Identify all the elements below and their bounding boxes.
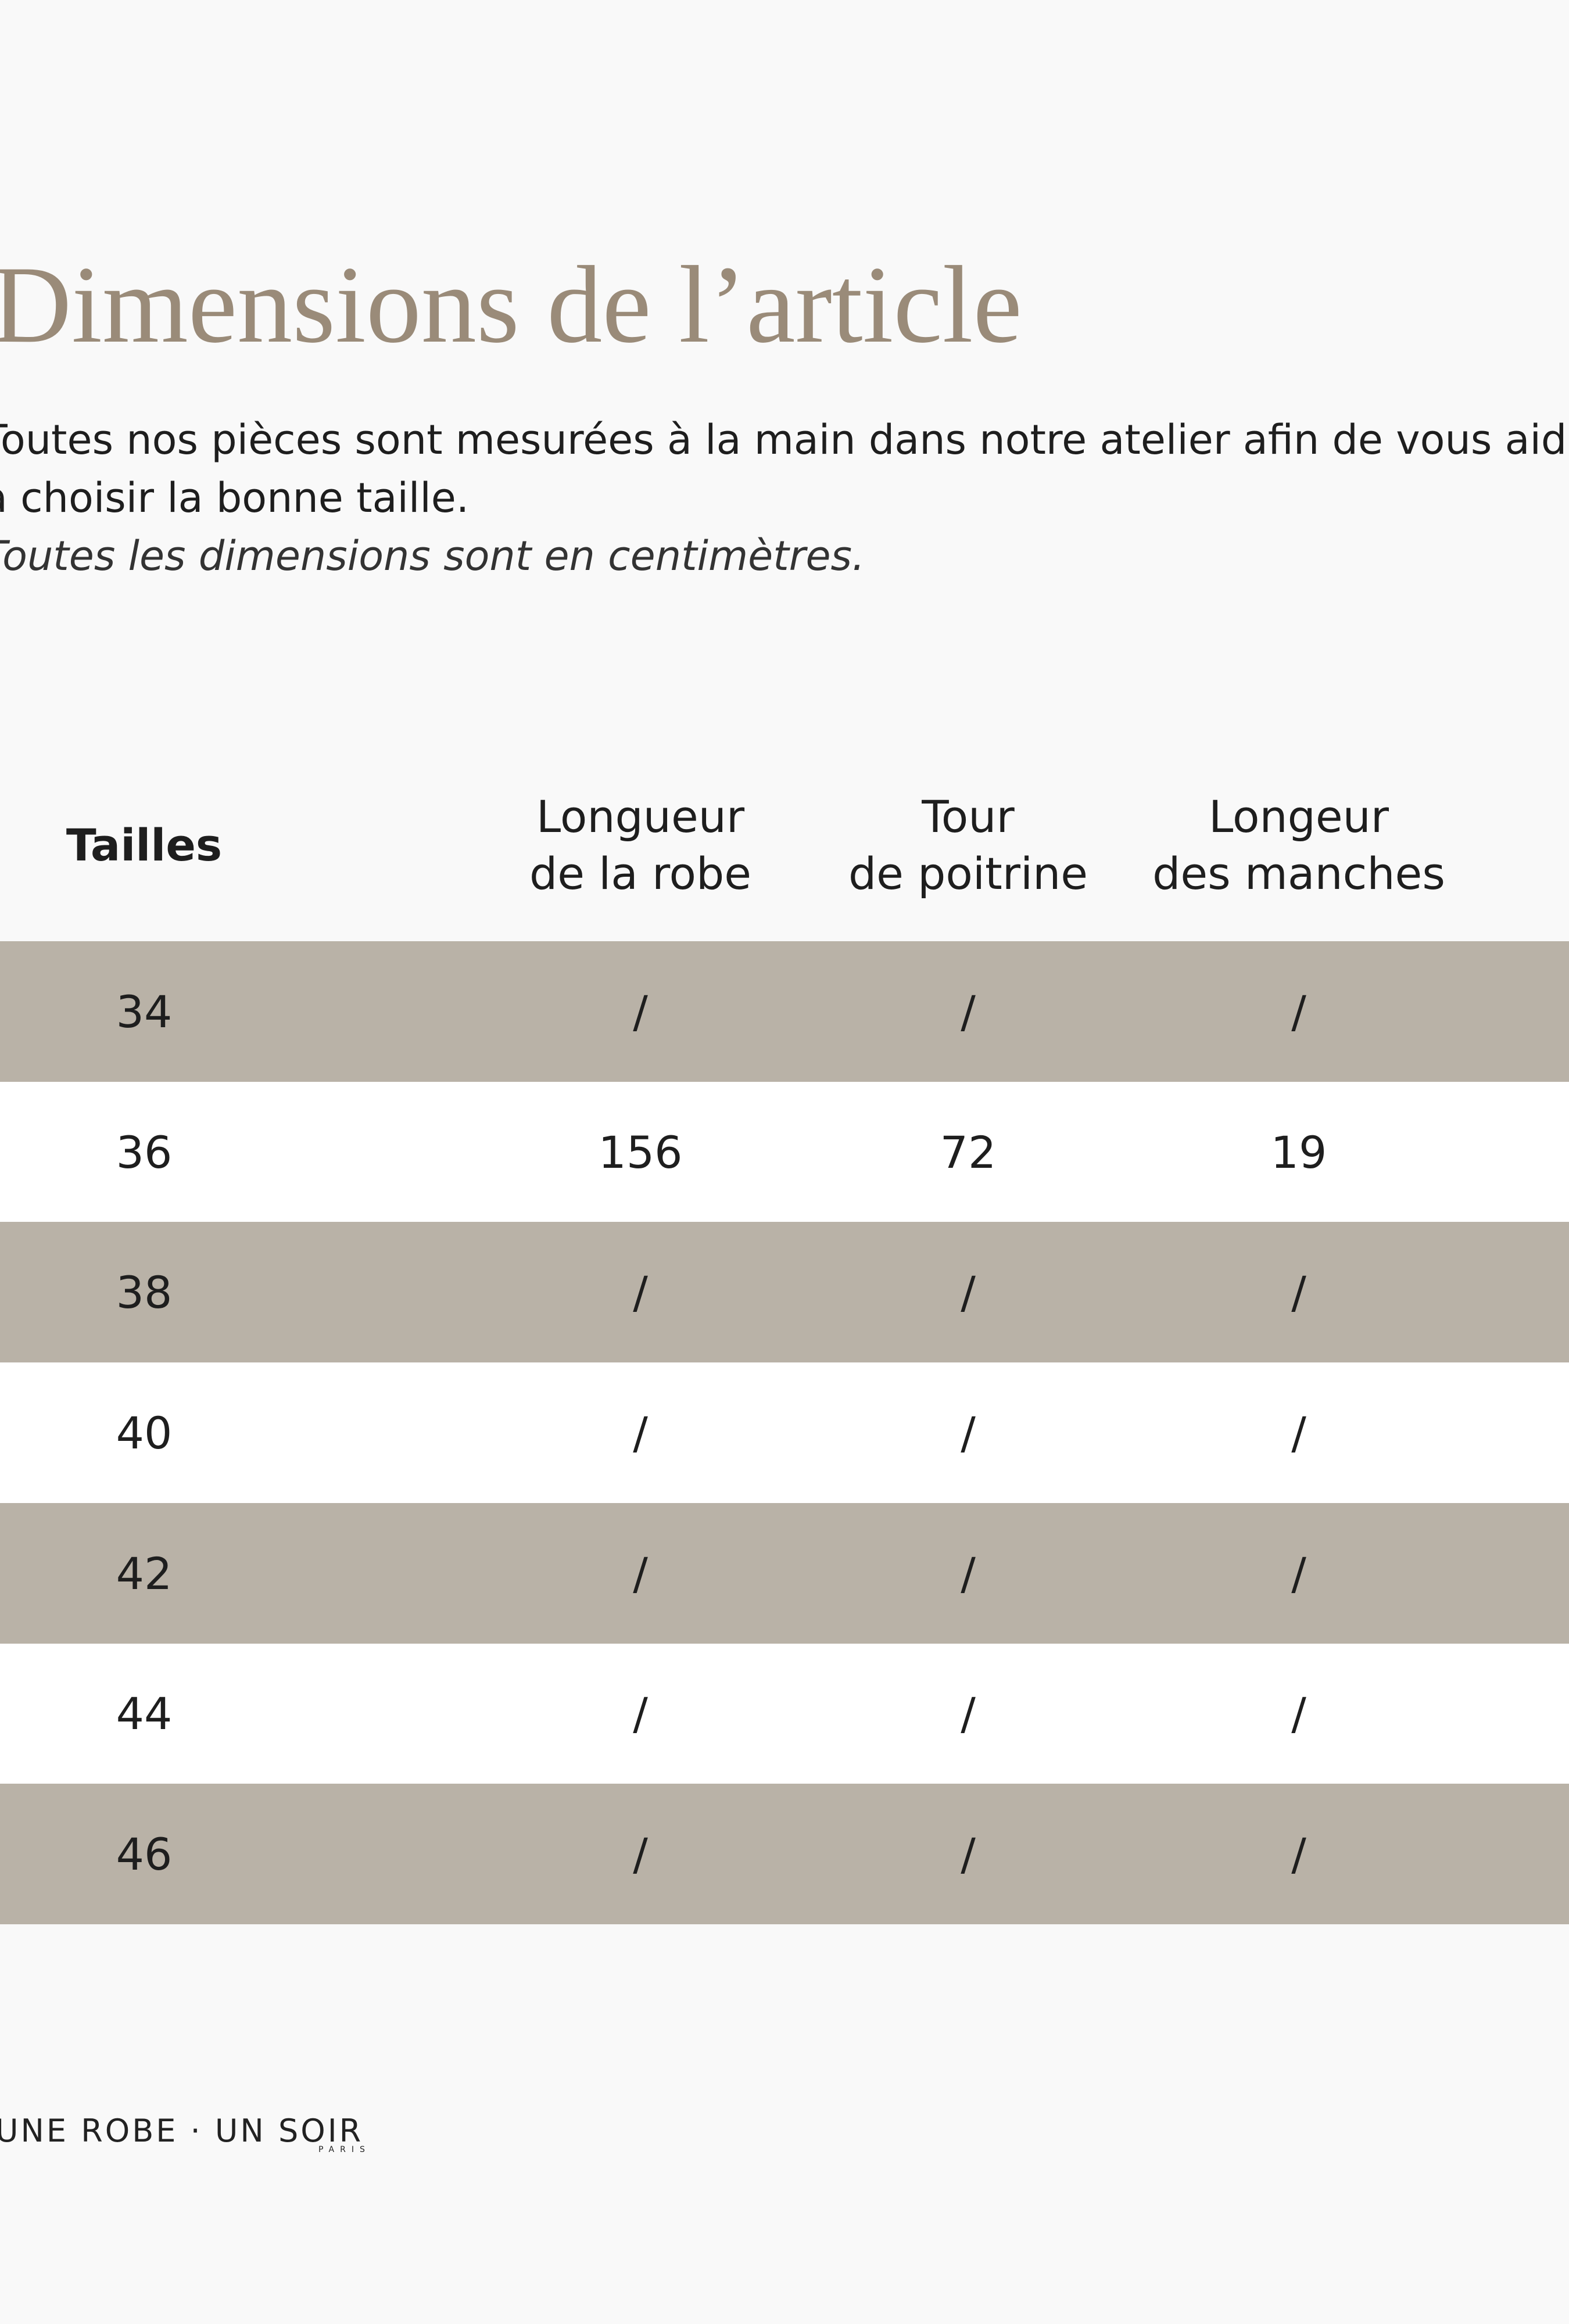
measure-cell: / xyxy=(1291,1407,1306,1459)
size-cell: 38 xyxy=(116,1267,173,1319)
size-cell: 44 xyxy=(116,1688,173,1740)
column-header: Longueur xyxy=(536,791,745,842)
table-row xyxy=(0,1222,1569,1363)
measure-cell: / xyxy=(633,1267,648,1319)
intro-line: à choisir la bonne taille. xyxy=(0,474,470,522)
table-row xyxy=(0,941,1569,1082)
measure-cell: / xyxy=(1291,1267,1306,1319)
column-header: Longeur xyxy=(1208,791,1389,842)
intro-note: Toutes les dimensions sont en centimètre… xyxy=(0,532,865,580)
table-row xyxy=(0,1643,1569,1784)
table-row xyxy=(0,1784,1569,1925)
measure-cell: / xyxy=(1291,1688,1306,1740)
measure-cell: / xyxy=(961,1407,976,1459)
column-header: Tour xyxy=(922,791,1015,842)
measure-cell: / xyxy=(961,1688,976,1740)
size-cell: 46 xyxy=(116,1828,173,1881)
table-row xyxy=(0,1502,1569,1644)
table-row xyxy=(0,1362,1569,1504)
measure-cell: / xyxy=(961,985,976,1038)
measure-cell: / xyxy=(633,1547,648,1599)
intro-line: Toutes nos pièces sont mesurées à la mai… xyxy=(0,416,1569,464)
brand-logo: UNE ROBE · UN SOIR xyxy=(0,2113,364,2149)
measure-cell: / xyxy=(1291,1547,1306,1599)
column-header: de poitrine xyxy=(848,848,1088,899)
measure-cell: 156 xyxy=(598,1126,683,1178)
table-row xyxy=(0,1081,1569,1222)
size-cell: 42 xyxy=(116,1547,173,1599)
measure-cell: 19 xyxy=(1270,1126,1327,1178)
brand-city: PARIS xyxy=(318,2145,371,2154)
measure-cell: / xyxy=(1291,985,1306,1038)
measure-cell: / xyxy=(633,1407,648,1459)
measure-cell: / xyxy=(961,1828,976,1881)
measure-cell: / xyxy=(633,1828,648,1881)
title: Dimensions de l’article xyxy=(0,244,1022,366)
column-header: de la robe xyxy=(529,848,752,899)
measure-cell: / xyxy=(961,1547,976,1599)
column-header: Tailles xyxy=(66,819,223,871)
measure-cell: / xyxy=(633,1688,648,1740)
measure-cell: / xyxy=(1291,1828,1306,1881)
size-cell: 36 xyxy=(116,1126,173,1178)
measure-cell: 72 xyxy=(940,1126,997,1178)
column-header: des manches xyxy=(1152,848,1445,899)
size-cell: 40 xyxy=(116,1407,173,1459)
measure-cell: / xyxy=(633,985,648,1038)
size-cell: 34 xyxy=(116,985,173,1038)
measure-cell: / xyxy=(961,1267,976,1319)
